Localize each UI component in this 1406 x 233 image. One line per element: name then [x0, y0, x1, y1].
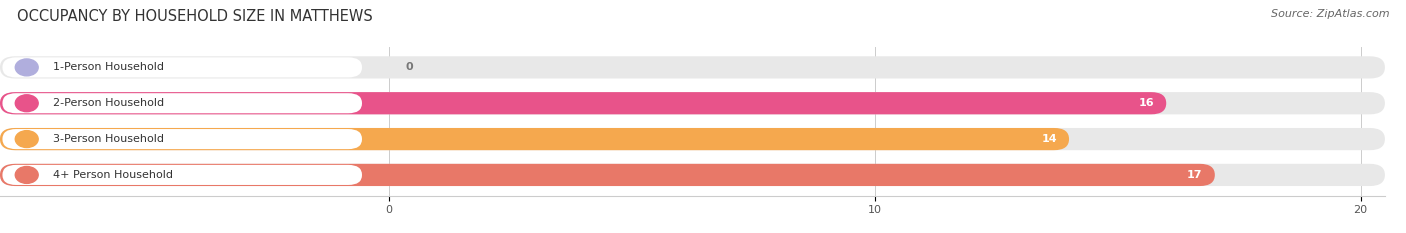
Text: 4+ Person Household: 4+ Person Household [53, 170, 173, 180]
Circle shape [15, 95, 38, 112]
FancyBboxPatch shape [0, 92, 1166, 114]
FancyBboxPatch shape [0, 56, 1385, 79]
FancyBboxPatch shape [3, 165, 361, 185]
FancyBboxPatch shape [3, 57, 361, 77]
Text: 2-Person Household: 2-Person Household [53, 98, 165, 108]
FancyBboxPatch shape [3, 129, 361, 149]
Circle shape [15, 167, 38, 183]
FancyBboxPatch shape [3, 93, 361, 113]
Text: 17: 17 [1187, 170, 1202, 180]
FancyBboxPatch shape [0, 128, 1069, 150]
FancyBboxPatch shape [0, 164, 1215, 186]
Text: 1-Person Household: 1-Person Household [53, 62, 165, 72]
Text: 16: 16 [1139, 98, 1154, 108]
Circle shape [15, 59, 38, 76]
Circle shape [15, 131, 38, 147]
Text: OCCUPANCY BY HOUSEHOLD SIZE IN MATTHEWS: OCCUPANCY BY HOUSEHOLD SIZE IN MATTHEWS [17, 9, 373, 24]
Text: Source: ZipAtlas.com: Source: ZipAtlas.com [1271, 9, 1389, 19]
Text: 0: 0 [406, 62, 413, 72]
FancyBboxPatch shape [0, 164, 1385, 186]
FancyBboxPatch shape [0, 128, 1385, 150]
Text: 3-Person Household: 3-Person Household [53, 134, 165, 144]
Text: 14: 14 [1042, 134, 1057, 144]
FancyBboxPatch shape [0, 92, 1385, 114]
